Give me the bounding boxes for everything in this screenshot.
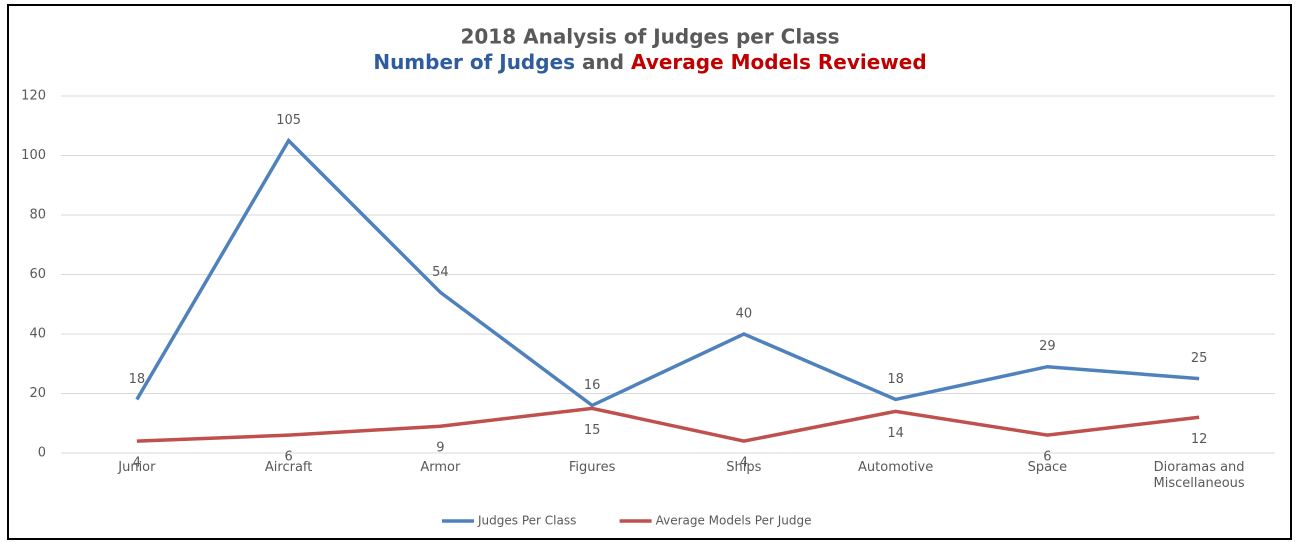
x-tick-label: Automotive	[858, 460, 934, 475]
y-tick-label: 40	[29, 327, 46, 342]
chart-title: 2018 Analysis of Judges per Class	[460, 25, 839, 49]
x-tick-label: Figures	[568, 460, 616, 475]
data-label: 18	[129, 372, 146, 387]
data-label: 6	[1043, 450, 1051, 465]
x-tick-label: Junior	[118, 460, 156, 475]
y-tick-label: 60	[29, 267, 46, 282]
x-tick-label: Space	[1027, 460, 1068, 475]
subtitle-part: Average Models Reviewed	[631, 50, 927, 74]
data-label: 29	[1039, 339, 1056, 354]
y-tick-label: 100	[21, 148, 46, 163]
data-label: 9	[436, 441, 444, 456]
x-tick-label: Aircraft	[264, 460, 313, 475]
legend-label: Average Models Per Judge	[656, 514, 812, 528]
data-line	[135, 137, 1200, 408]
data-label: 4	[740, 456, 748, 471]
data-label: 16	[584, 378, 601, 393]
data-line	[136, 406, 1200, 443]
data-label: 6	[284, 450, 292, 465]
y-tick-label: 80	[29, 208, 46, 223]
data-label: 4	[133, 456, 141, 471]
data-label: 15	[584, 423, 601, 438]
x-tick-label: Ships	[726, 460, 762, 475]
legend-label: Judges Per Class	[477, 514, 576, 528]
data-label: 105	[276, 113, 301, 128]
chart-border	[7, 4, 1292, 540]
data-label: 14	[887, 426, 904, 441]
data-label: 25	[1191, 351, 1208, 366]
x-tick-label: Armor	[420, 460, 461, 475]
data-label: 18	[887, 372, 904, 387]
chart-subtitle: Number of Judges and Average Models Revi…	[373, 50, 926, 74]
data-label: 54	[432, 265, 449, 280]
subtitle-part: and	[582, 50, 624, 74]
y-tick-label: 120	[21, 89, 46, 104]
x-tick-label: Dioramas and Miscellaneous	[1153, 460, 1245, 491]
y-tick-label: 0	[38, 446, 46, 461]
data-label: 40	[736, 307, 753, 322]
y-tick-label: 20	[29, 386, 46, 401]
subtitle-part: Number of Judges	[373, 50, 575, 74]
data-label: 12	[1191, 432, 1208, 447]
